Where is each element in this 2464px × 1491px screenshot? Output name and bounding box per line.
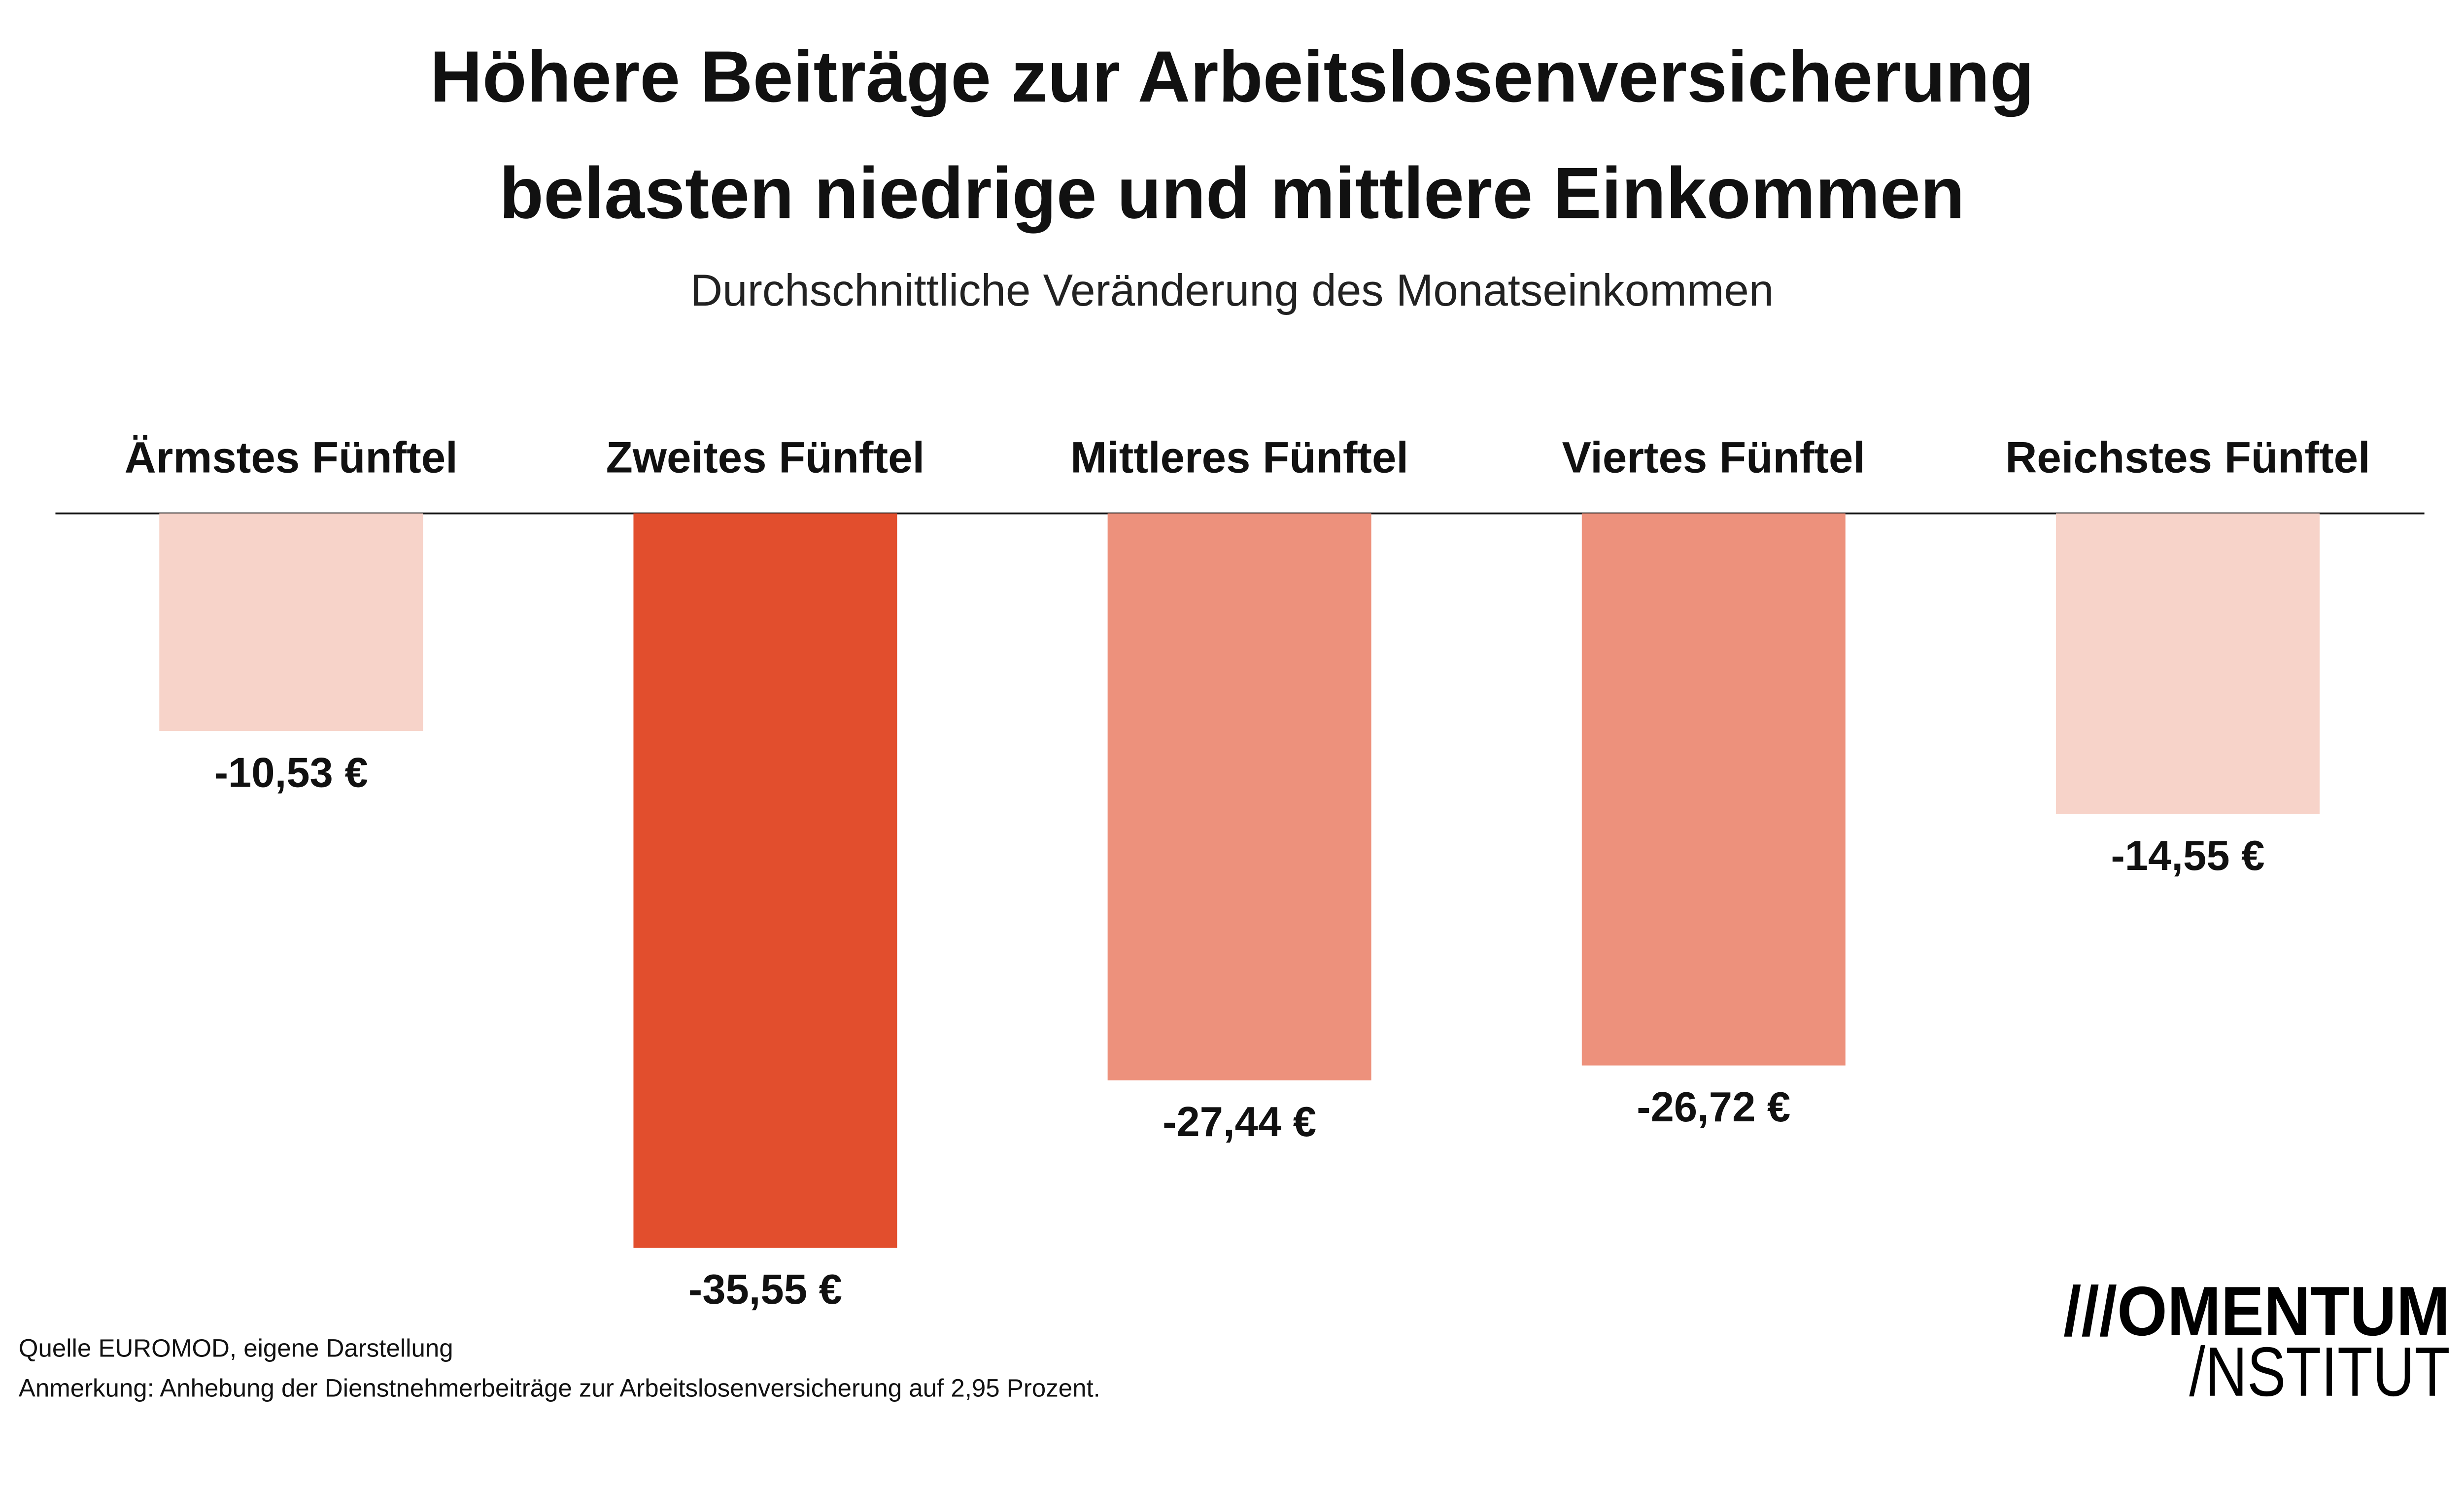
bar-5 (2056, 513, 2320, 814)
category-label-5: Reichstes Fünftel (2005, 433, 2370, 482)
footer-source: Quelle EUROMOD, eigene Darstellung (19, 1334, 453, 1362)
category-label-2: Zweites Fünftel (606, 433, 925, 482)
category-label-3: Mittleres Fünftel (1070, 433, 1408, 482)
data-label-5: -14,55 € (2111, 832, 2264, 879)
logo-line-1: ///OMENTUM (2063, 1273, 2450, 1351)
bar-3 (1107, 513, 1371, 1080)
category-label-4: Viertes Fünftel (1562, 433, 1865, 482)
footer-note: Anmerkung: Anhebung der Dienstnehmerbeit… (19, 1374, 1100, 1402)
data-label-2: -35,55 € (688, 1266, 842, 1313)
chart-title-line-1: Höhere Beiträge zur Arbeitslosenversiche… (430, 36, 2034, 117)
chart-subtitle: Durchschnittliche Veränderung des Monats… (690, 266, 1774, 315)
bar-1 (159, 513, 423, 731)
category-labels: Ärmstes Fünftel Zweites Fünftel Mittleres … (125, 433, 2370, 482)
bars (159, 513, 2320, 1248)
bar-2 (633, 513, 897, 1248)
category-label-1: Ärmstes Fünftel (125, 433, 458, 482)
bar-chart: Höhere Beiträge zur Arbeitslosenversiche… (19, 36, 2450, 1409)
data-label-1: -10,53 € (214, 749, 368, 796)
logo-line-2: /NSTITUT (2189, 1333, 2450, 1409)
bar-4 (1581, 513, 1846, 1066)
momentum-institut-logo: ///OMENTUM /NSTITUT (2063, 1273, 2450, 1409)
data-label-4: -26,72 € (1637, 1084, 1790, 1131)
value-labels: -10,53 € -35,55 € -27,44 € -26,72 € -14,55 € (214, 749, 2265, 1313)
chart-title-line-2: belasten niedrige und mittlere Einkommen (499, 153, 1965, 234)
data-label-3: -27,44 € (1163, 1099, 1316, 1145)
